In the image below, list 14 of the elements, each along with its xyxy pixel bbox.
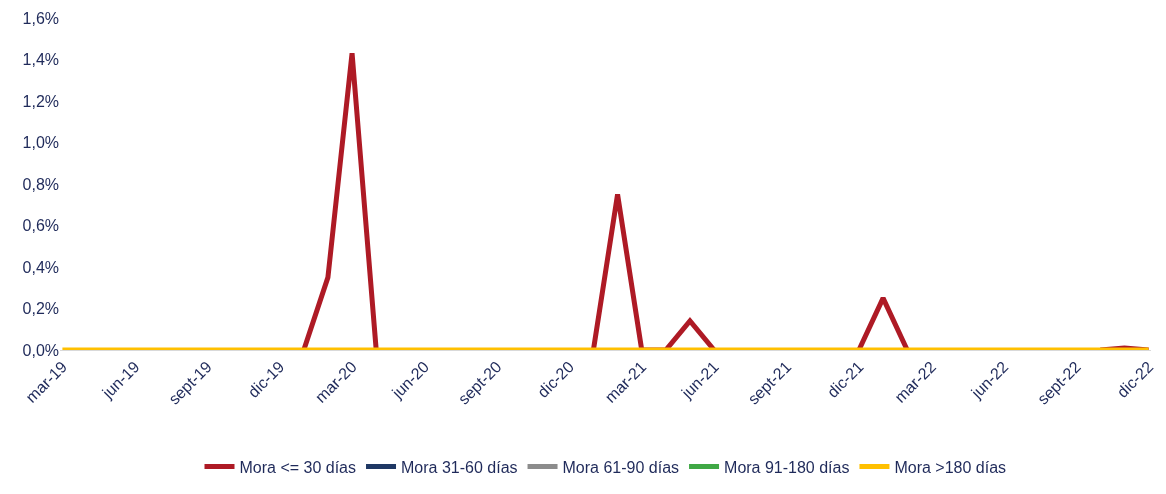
y-tick-label: 1,4% [22, 51, 59, 69]
y-tick-label: 0,4% [22, 258, 59, 276]
y-tick-label: 1,2% [22, 92, 59, 110]
y-tick-label: 1,6% [22, 9, 59, 27]
y-tick-label: 1,0% [22, 134, 59, 152]
y-tick-label: 0,8% [22, 175, 59, 193]
y-tick-label: 0,6% [22, 217, 59, 235]
legend-label: Mora >180 días [894, 458, 1007, 476]
legend-label: Mora 31-60 días [401, 458, 518, 476]
legend-label: Mora 61-90 días [562, 458, 680, 476]
y-tick-label: 0,2% [22, 300, 59, 318]
legend-label: Mora 91-180 días [724, 458, 850, 476]
legend-label: Mora <= 30 días [239, 458, 357, 476]
y-tick-label: 0,0% [22, 341, 59, 359]
